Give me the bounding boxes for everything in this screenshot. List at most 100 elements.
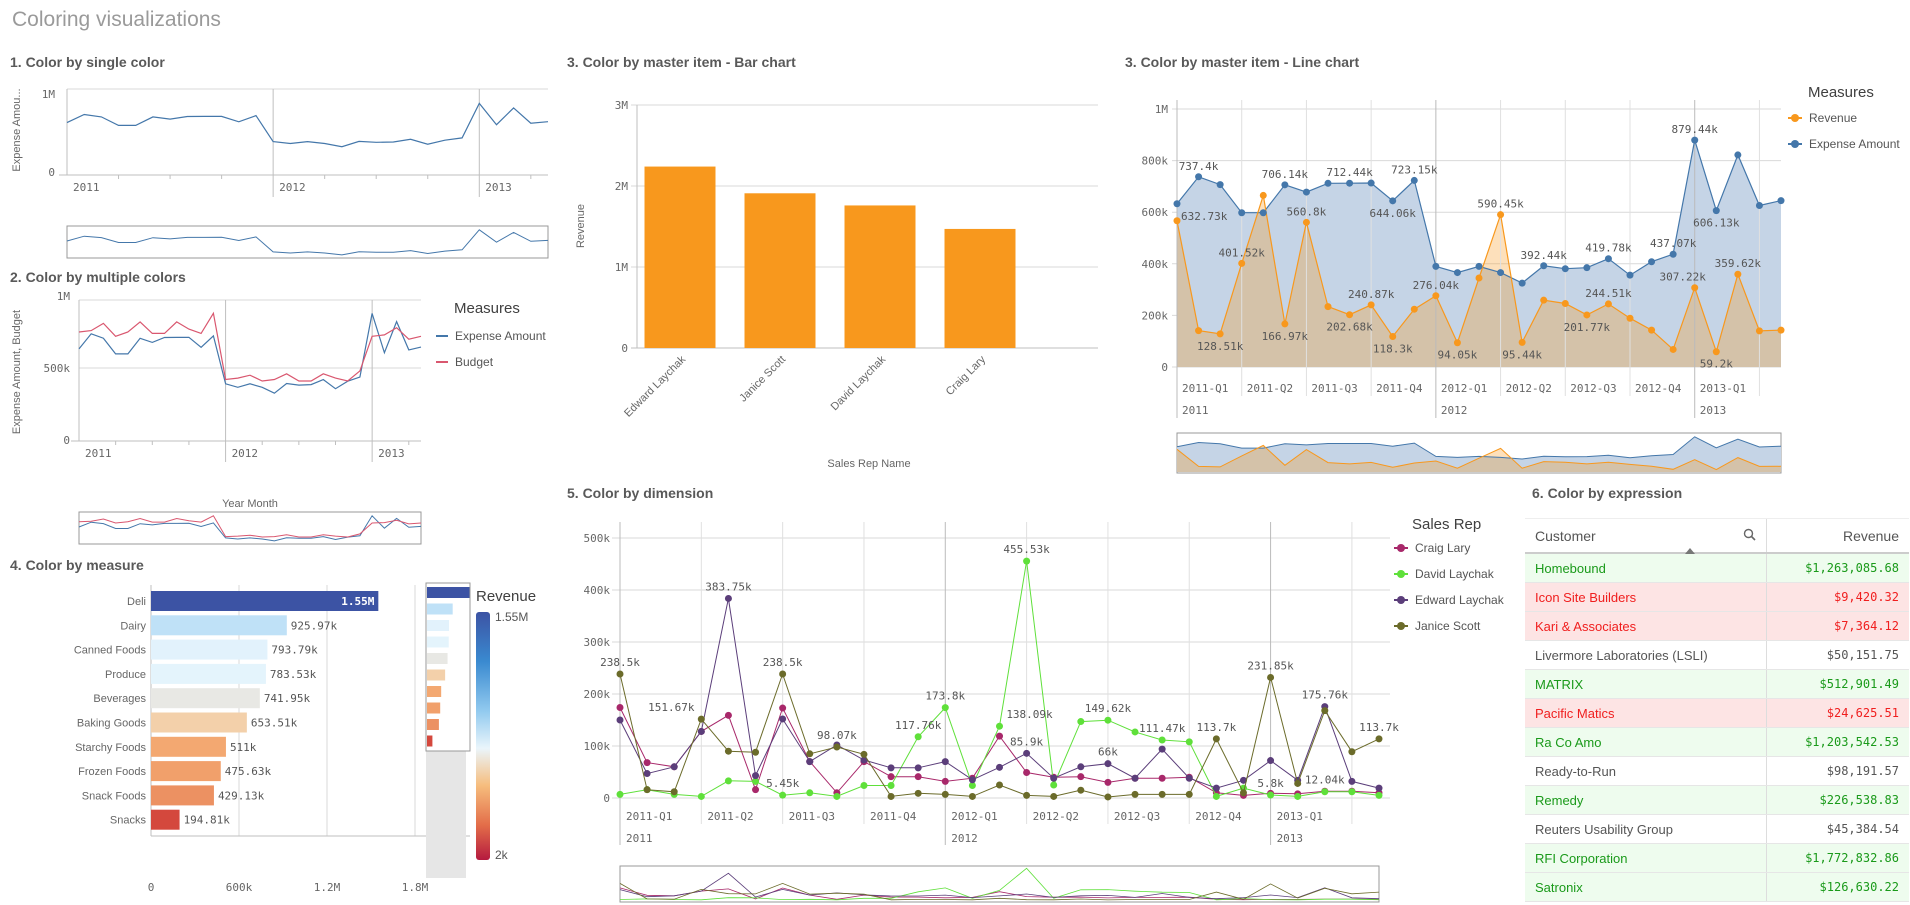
data-label: 175.76k [1302, 689, 1349, 702]
data-label: 723.15k [1391, 163, 1438, 176]
table-row[interactable]: Remedy $226,538.83 [1525, 785, 1909, 815]
range-selector-scrollbar[interactable] [619, 865, 1380, 903]
bar-snack-foods[interactable] [151, 785, 214, 806]
legend-item-janice[interactable]: Janice Scott [1394, 613, 1504, 639]
mini-expense-line [66, 229, 549, 256]
expense-point [1626, 271, 1634, 279]
legend-item-craig[interactable]: Craig Lary [1394, 535, 1504, 561]
bar-beverages[interactable] [151, 688, 260, 709]
data-label: 5.45k [766, 777, 799, 790]
revenue-point [1755, 327, 1763, 335]
revenue-point [1173, 217, 1181, 225]
point-edward-laychak [1158, 745, 1166, 753]
table-row[interactable]: Livermore Laboratories (LSLI) $50,151.75 [1525, 640, 1909, 670]
range-selector-scrollbar[interactable] [78, 511, 422, 545]
legend-item-edward[interactable]: Edward Laychak [1394, 587, 1504, 613]
chart2-legend: Measures Expense Amount Budget [436, 300, 546, 375]
bar-david-laychak[interactable] [844, 205, 916, 348]
point-craig-lary [914, 773, 922, 781]
range-selector-scrollbar[interactable] [66, 225, 549, 259]
series-line-budget [78, 311, 422, 382]
sort-ascending-icon [1685, 548, 1695, 554]
category-label: Beverages [93, 693, 146, 705]
table-row[interactable]: Ra Co Amo $1,203,542.53 [1525, 727, 1909, 757]
x-quarter-label: 2011-Q3 [789, 810, 835, 823]
point-janice-scott [806, 750, 814, 758]
bar-produce[interactable] [151, 663, 266, 684]
bar-baking-goods[interactable] [151, 712, 247, 733]
data-label: 276.04k [1413, 279, 1460, 292]
expense-point [1518, 279, 1526, 287]
mini-bar [427, 669, 446, 681]
bar-snacks[interactable] [151, 809, 180, 830]
point-janice-scott [670, 788, 678, 796]
chart1-title: 1. Color by single color [10, 54, 165, 70]
expense-point [1367, 179, 1375, 187]
y-tick-label: 0 [48, 166, 55, 179]
legend-min-label: 2k [495, 848, 508, 862]
scrollbar-thumb[interactable] [425, 582, 471, 752]
bar-starchy-foods[interactable] [151, 736, 226, 757]
revenue-point [1432, 292, 1440, 300]
table-row[interactable]: MATRIX $512,901.49 [1525, 669, 1909, 699]
bar-dairy[interactable] [151, 615, 287, 636]
cell-revenue: $1,203,542.53 [1765, 727, 1909, 757]
point-david-laychak [724, 777, 732, 785]
point-david-laychak [779, 791, 787, 799]
table-row[interactable]: Homebound $1,263,085.68 [1525, 553, 1909, 583]
data-label: 202.68k [1326, 321, 1373, 334]
point-edward-laychak [1077, 763, 1085, 771]
legend-item-expense[interactable]: Expense Amount [1788, 131, 1900, 157]
point-edward-laychak [860, 756, 868, 764]
data-label: 98.07k [817, 729, 857, 742]
table-row[interactable]: Ready-to-Run $98,191.57 [1525, 756, 1909, 786]
column-header-customer[interactable]: Customer [1525, 518, 1767, 554]
table-row[interactable]: Satronix $126,630.22 [1525, 872, 1909, 902]
table-row[interactable]: Pacific Matics $24,625.51 [1525, 698, 1909, 728]
mini-series-line [619, 887, 1380, 901]
dimension-chart-title: 5. Color by dimension [567, 485, 714, 501]
point-janice-scott [1023, 791, 1031, 799]
bar-frozen-foods[interactable] [151, 761, 221, 782]
point-janice-scott [643, 786, 651, 794]
mini-bar [427, 603, 453, 615]
legend-item-david[interactable]: David Laychak [1394, 561, 1504, 587]
y-tick-label: 100k [584, 740, 611, 753]
legend-swatch [1788, 114, 1802, 122]
point-edward-laychak [752, 772, 760, 780]
revenue-point [1497, 211, 1505, 219]
point-edward-laychak [914, 764, 922, 772]
point-edward-laychak [779, 715, 787, 723]
cell-customer: Ready-to-Run [1525, 756, 1767, 786]
point-craig-lary [643, 759, 651, 767]
x-quarter-label: 2011-Q1 [1182, 382, 1228, 395]
search-icon[interactable] [1743, 528, 1756, 541]
expense-point [1734, 151, 1742, 159]
cell-revenue: $1,263,085.68 [1765, 553, 1909, 583]
cell-customer: MATRIX [1525, 669, 1767, 699]
point-edward-laychak [670, 763, 678, 771]
data-label: 706.14k [1262, 168, 1309, 181]
revenue-legend-title: Revenue [476, 588, 537, 605]
mini-revenue-line [1176, 444, 1782, 471]
table-row[interactable]: Reuters Usability Group $45,384.54 [1525, 814, 1909, 844]
scrollbar-track [426, 751, 466, 878]
bar-janice-scott[interactable] [744, 193, 816, 348]
data-label: 12.04k [1305, 774, 1345, 787]
mini-bar [427, 702, 441, 714]
legend-item-revenue[interactable]: Revenue [1788, 105, 1900, 131]
x-quarter-label: 2013-Q1 [1277, 810, 1323, 823]
bar-deli[interactable] [151, 591, 379, 611]
point-edward-laychak [1185, 774, 1193, 782]
table-row[interactable]: Kari & Associates $7,364.12 [1525, 611, 1909, 641]
point-edward-laychak [806, 758, 814, 766]
table-row[interactable]: Icon Site Builders $9,420.32 [1525, 582, 1909, 612]
column-header-revenue[interactable]: Revenue [1765, 518, 1909, 554]
table-row[interactable]: RFI Corporation $1,772,832.86 [1525, 843, 1909, 873]
bar-canned-foods[interactable] [151, 639, 268, 660]
bar-craig-lary[interactable] [944, 228, 1016, 348]
bar-edward-laychak[interactable] [644, 166, 716, 348]
legend-item-expense[interactable]: Expense Amount [436, 323, 546, 349]
cell-customer: Reuters Usability Group [1525, 814, 1767, 844]
legend-item-budget[interactable]: Budget [436, 349, 546, 375]
